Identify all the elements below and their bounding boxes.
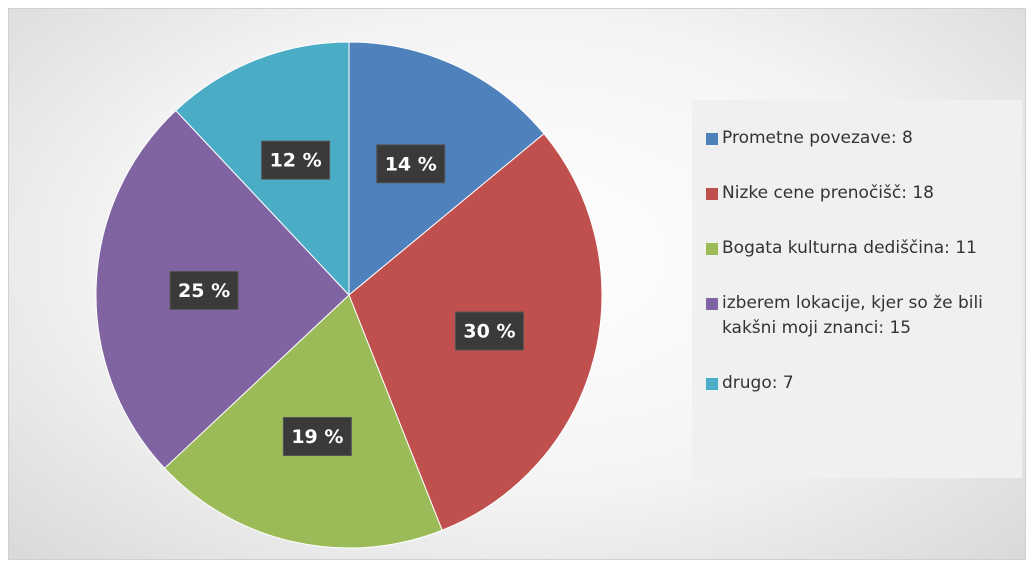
data-label: 12 % [261, 140, 331, 180]
data-label-box [169, 270, 239, 310]
legend-label: Prometne povezave: 8 [722, 128, 913, 148]
data-label: 25 % [169, 270, 239, 310]
legend-swatch [706, 298, 718, 310]
legend-label: Bogata kulturna dediščina: 11 [722, 238, 977, 258]
legend-item: drugo: 7 [706, 371, 1012, 396]
legend-label: drugo: 7 [722, 373, 794, 393]
data-label-text: 14 % [385, 153, 437, 175]
legend-swatch [706, 243, 718, 255]
data-label-text: 30 % [463, 321, 515, 343]
data-label-text: 19 % [291, 426, 343, 448]
data-label-text: 12 % [270, 150, 322, 172]
data-label-text: 25 % [178, 280, 230, 302]
slice [348, 41, 545, 297]
legend-label: Nizke cene prenočišč: 18 [722, 183, 934, 203]
legend: Prometne povezave: 8 Nizke cene prenočišč… [692, 100, 1022, 478]
legend-swatch [706, 378, 718, 390]
data-label: 30 % [454, 311, 524, 351]
data-label-box [454, 311, 524, 351]
legend-item: Bogata kulturna dediščina: 11 [706, 236, 1012, 261]
data-label: 14 % [376, 144, 446, 184]
legend-swatch [706, 188, 718, 200]
data-label-box [282, 417, 352, 457]
legend-swatch [706, 133, 718, 145]
data-label: 19 % [282, 417, 352, 457]
legend-label: izberem lokacije, kjer so že bili kakšni… [722, 293, 983, 338]
data-label-box [261, 140, 331, 180]
legend-item: Prometne povezave: 8 [706, 126, 1012, 151]
legend-item: Nizke cene prenočišč: 18 [706, 181, 1012, 206]
legend-item: izberem lokacije, kjer so že bili kakšni… [706, 291, 1012, 341]
data-label-box [376, 144, 446, 184]
